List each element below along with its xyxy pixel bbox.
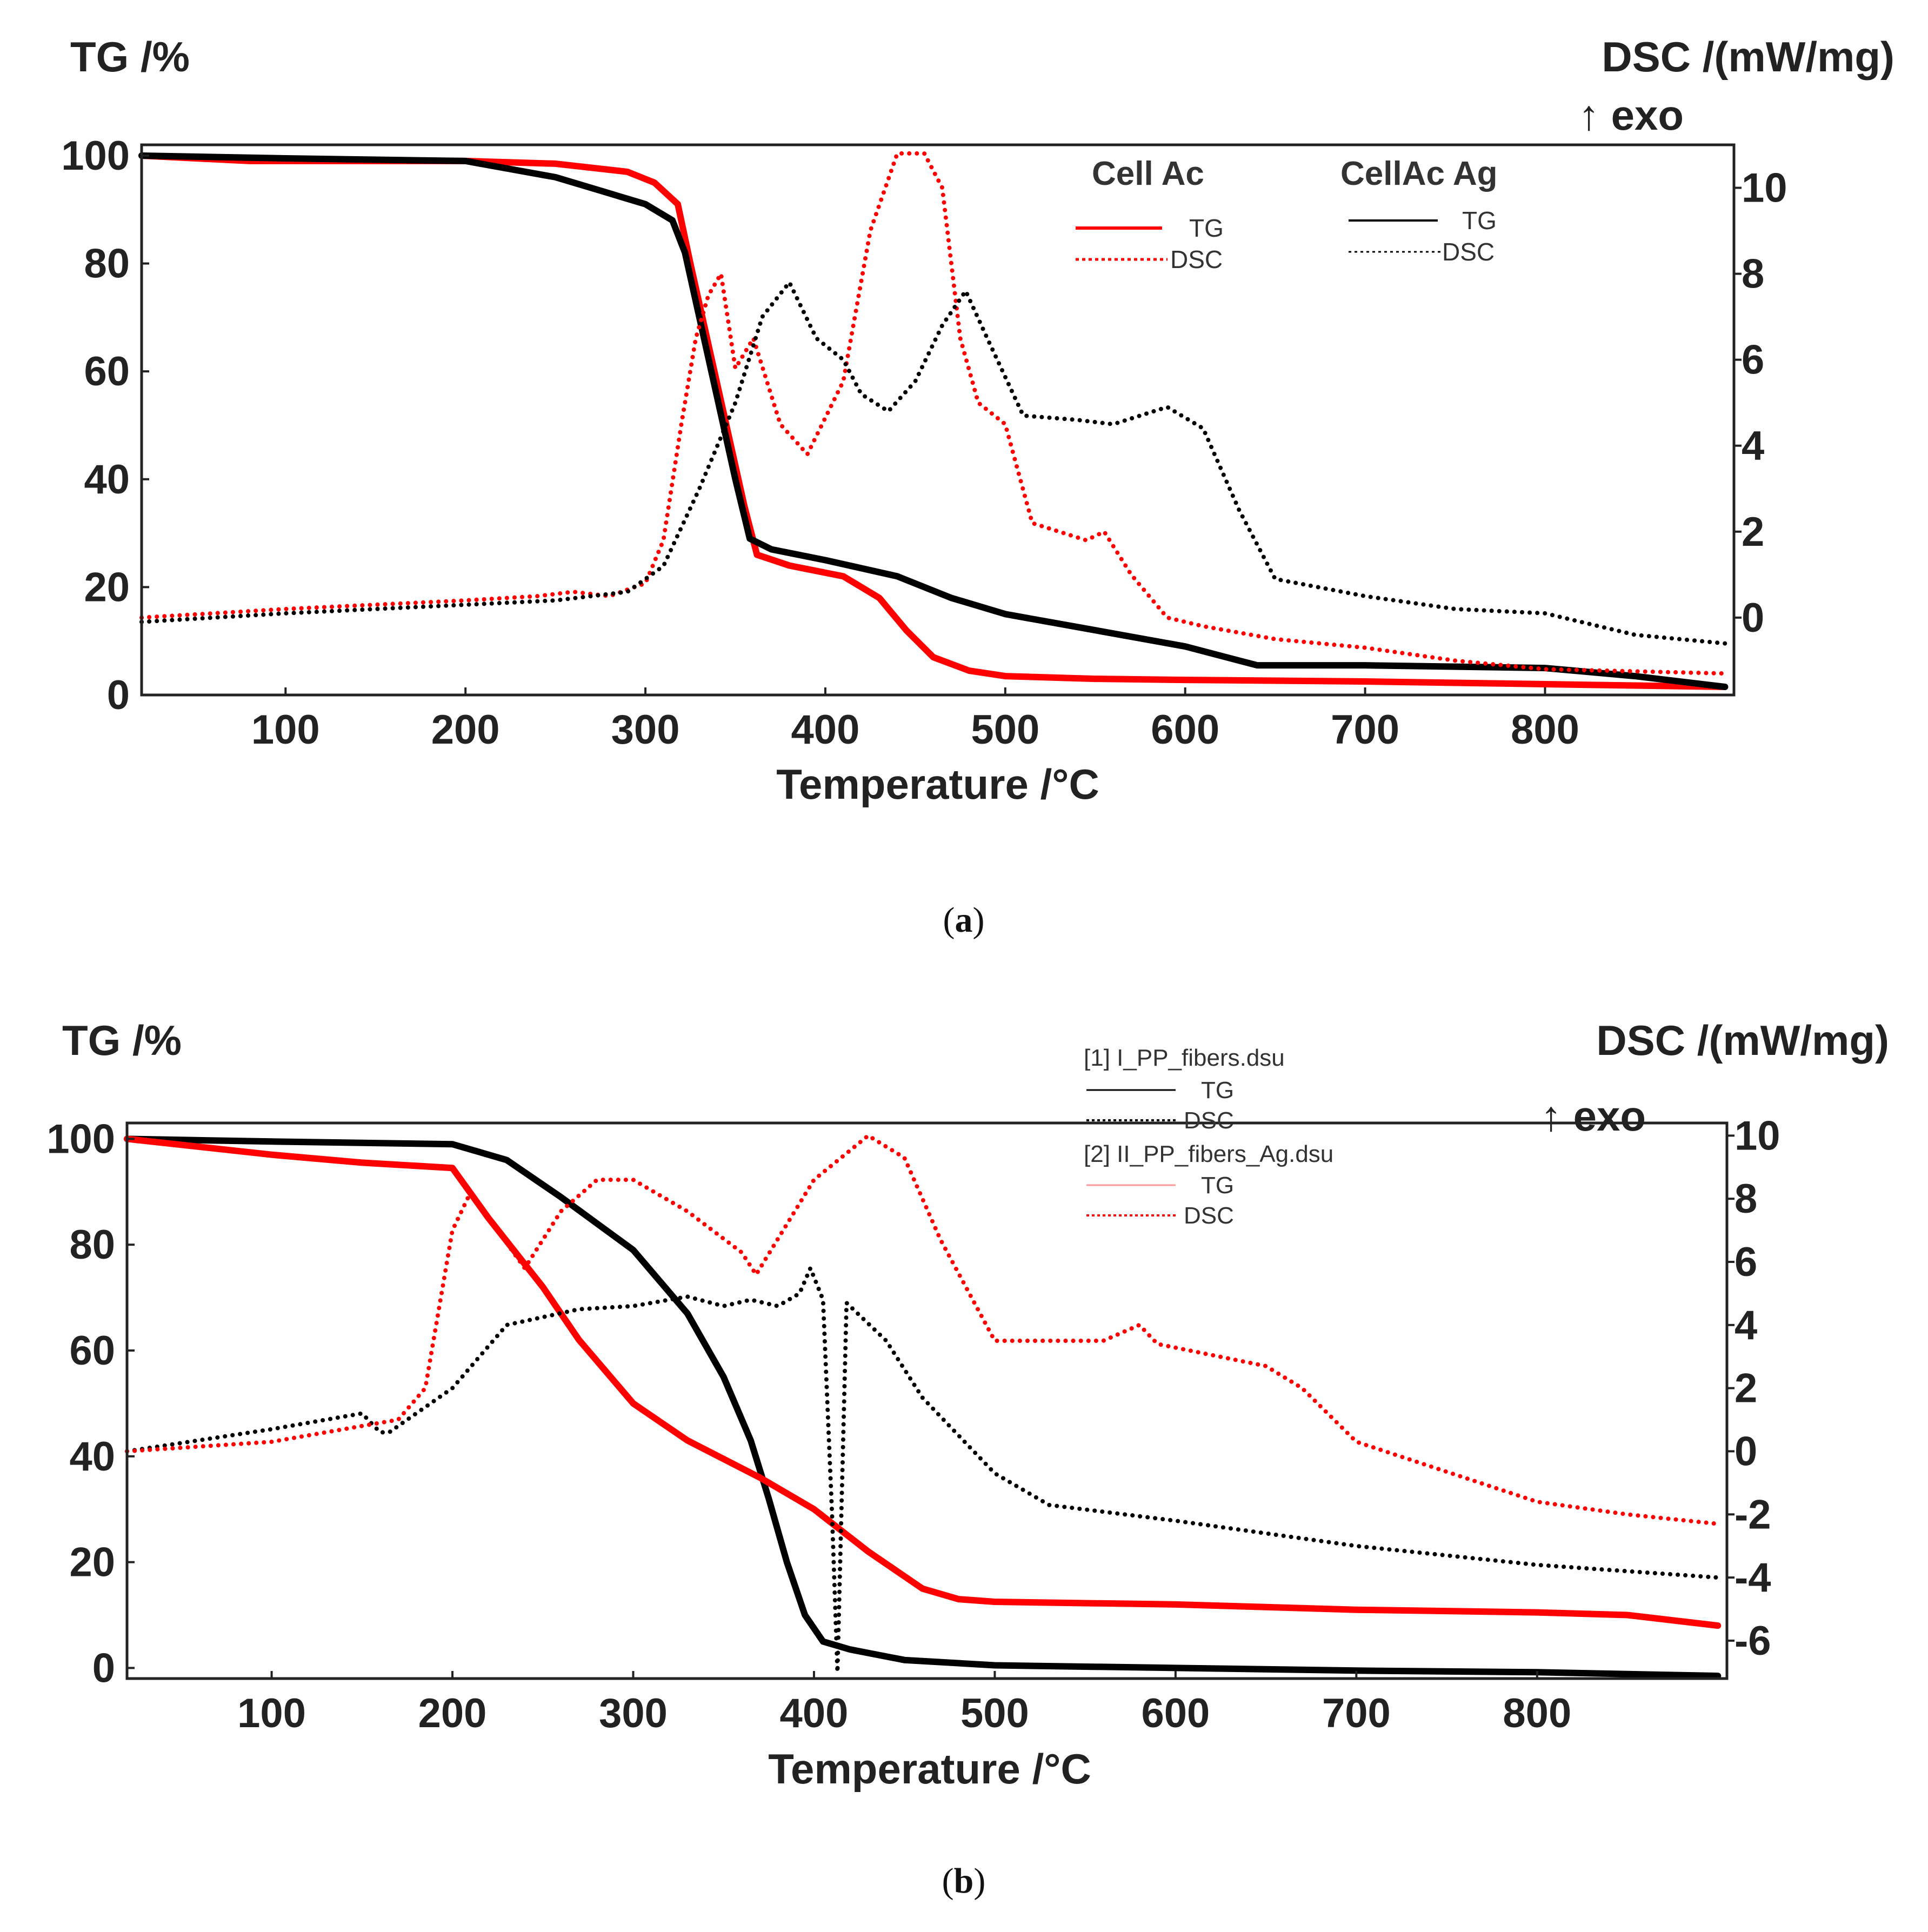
series-ii-pp-fibers-ag-dsc-line (125, 1133, 1720, 1526)
series-cellac-ag-dsc-line (139, 280, 1727, 646)
y2-tick-label: -2 (1734, 1492, 1771, 1537)
y2-ticks-a: 0 2 4 6 8 10 (1734, 165, 1787, 641)
y2-tick-label: -6 (1734, 1618, 1771, 1664)
y2-tick-label: 6 (1734, 1239, 1757, 1285)
y2-tick-label: 0 (1734, 1428, 1757, 1474)
legend-group-title-cell-ac: Cell Ac (1092, 155, 1204, 192)
y2-tick-label: 8 (1742, 251, 1764, 297)
y-axis-title-a: TG /% (70, 33, 190, 81)
legend-label-ii-pp-ag-dsc: DSC (1184, 1202, 1234, 1229)
legend-group-title-i-pp: [1] I_PP_fibers.dsu (1084, 1045, 1285, 1071)
x-tick-label: 100 (237, 1690, 306, 1736)
plot-area-a (138, 151, 1729, 690)
y2-tick-label: 8 (1734, 1176, 1757, 1222)
x-tick-label: 600 (1141, 1690, 1210, 1736)
plot-frame-b (125, 1121, 1729, 1680)
y2-tick-label: 2 (1734, 1366, 1757, 1412)
plot-area-b (124, 1133, 1722, 1680)
y-tick-label: 100 (61, 133, 130, 179)
x-tick-label: 300 (611, 707, 680, 753)
legend-label-cellac-ag-tg: TG (1462, 206, 1497, 235)
legend-b: [1] I_PP_fibers.dsu TG DSC [2] II_PP_fib… (1084, 1045, 1333, 1229)
x-tick-label: 100 (251, 707, 320, 753)
panel-b: TG /% DSC /(mW/mg) ↑ exo Temperature /°C… (46, 1017, 1889, 1901)
x-tick-label: 400 (791, 707, 860, 753)
x-tick-label: 500 (971, 707, 1039, 753)
y-tick-label: 60 (84, 349, 130, 395)
y-tick-label: 100 (46, 1116, 115, 1162)
y-tick-label: 20 (69, 1540, 115, 1586)
legend-a: Cell Ac TG DSC CellAc Ag TG DSC (1076, 155, 1498, 273)
y2-tick-label: 6 (1742, 337, 1764, 383)
series-cell-ac-tg-line (138, 152, 1729, 690)
x-tick-label: 200 (418, 1690, 487, 1736)
series-ii-pp-fibers-ag-tg-line (124, 1135, 1722, 1629)
y2-tick-label: 10 (1742, 165, 1787, 211)
caption-letter-b: b (954, 1861, 974, 1901)
x-axis-title-b: Temperature /°C (768, 1745, 1091, 1793)
y-tick-label: 20 (84, 564, 130, 610)
x-tick-label: 200 (431, 707, 500, 753)
x-tick-label: 700 (1331, 707, 1399, 753)
exo-note-b: ↑ exo (1540, 1092, 1646, 1140)
x-tick-label: 800 (1503, 1690, 1571, 1736)
y2-tick-label: -4 (1734, 1555, 1771, 1601)
plot-frame-a (140, 143, 1736, 697)
y-tick-label: 80 (84, 241, 130, 287)
caption-b: (b) (942, 1861, 986, 1901)
legend-group-title-ii-pp-ag: [2] II_PP_fibers_Ag.dsu (1084, 1141, 1333, 1167)
caption-a: (a) (943, 900, 985, 940)
exo-note-a: ↑ exo (1578, 91, 1684, 139)
y-tick-label: 40 (84, 457, 130, 503)
x-tick-label: 400 (780, 1690, 849, 1736)
series-cell-ac-dsc-line (139, 151, 1727, 676)
y-ticks-a: 0 20 40 60 80 100 (61, 133, 149, 718)
panel-a: TG /% DSC /(mW/mg) ↑ exo Temperature /°C… (61, 33, 1894, 940)
series-i-pp-fibers-tg-line (124, 1135, 1722, 1680)
legend-label-cellac-ag-dsc: DSC (1442, 238, 1495, 266)
y2-axis-title-b: DSC /(mW/mg) (1596, 1017, 1889, 1064)
caption-letter-a: a (955, 900, 973, 940)
legend-group-title-cellac-ag: CellAc Ag (1340, 155, 1498, 192)
y-ticks-b: 0 20 40 60 80 100 (46, 1116, 135, 1691)
legend-label-i-pp-tg: TG (1201, 1077, 1234, 1104)
series-cellac-ag-tg-line (138, 152, 1729, 690)
y-tick-label: 80 (69, 1222, 115, 1268)
y2-tick-label: 4 (1742, 423, 1764, 469)
x-ticks-a: 100 200 300 400 500 600 700 800 (251, 687, 1579, 753)
y2-tick-label: 2 (1742, 509, 1764, 555)
y2-ticks-b: -6 -4 -2 0 2 4 6 8 10 (1727, 1113, 1780, 1664)
x-axis-title-a: Temperature /°C (776, 760, 1099, 808)
y2-tick-label: 4 (1734, 1302, 1757, 1348)
y-tick-label: 60 (69, 1328, 115, 1374)
legend-label-cell-ac-tg: TG (1189, 214, 1224, 242)
x-ticks-b: 100 200 300 400 500 600 700 800 (237, 1671, 1571, 1736)
x-tick-label: 600 (1151, 707, 1219, 753)
legend-label-i-pp-dsc: DSC (1184, 1107, 1234, 1134)
legend-label-cell-ac-dsc: DSC (1170, 245, 1223, 273)
y-axis-title-b: TG /% (62, 1017, 182, 1064)
x-tick-label: 800 (1511, 707, 1579, 753)
x-tick-label: 500 (960, 1690, 1029, 1736)
series-i-pp-fibers-dsc-line (125, 1266, 1720, 1675)
y-tick-label: 0 (92, 1645, 115, 1691)
y-tick-label: 40 (69, 1434, 115, 1480)
y-tick-label: 0 (107, 672, 130, 718)
y2-tick-label: 10 (1734, 1113, 1780, 1159)
y2-tick-label: 0 (1742, 595, 1764, 641)
x-tick-label: 700 (1322, 1690, 1391, 1736)
x-tick-label: 300 (599, 1690, 668, 1736)
y2-axis-title-a: DSC /(mW/mg) (1602, 33, 1894, 81)
legend-label-ii-pp-ag-tg: TG (1201, 1172, 1234, 1199)
